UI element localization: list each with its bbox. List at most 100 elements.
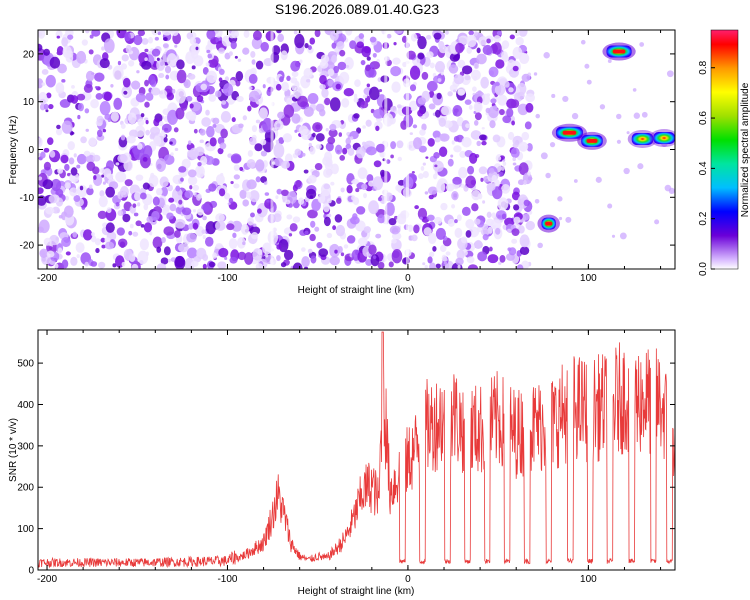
spectrogram-noise-blob bbox=[432, 173, 438, 180]
spectrogram-noise-blob bbox=[425, 34, 432, 40]
spectrogram-noise-blob bbox=[509, 34, 515, 40]
spectrogram-noise-blob bbox=[161, 30, 172, 36]
spectrogram-noise-blob bbox=[49, 56, 61, 69]
spectrogram-noise-blob bbox=[334, 144, 343, 155]
spectrogram-noise-blob bbox=[71, 85, 75, 89]
spectrogram-noise-blob bbox=[165, 74, 170, 80]
spectrogram-noise-blob bbox=[69, 172, 80, 183]
spectrogram-noise-blob bbox=[242, 241, 246, 246]
spectrogram-noise-blob bbox=[112, 263, 117, 268]
spectrogram-noise-blob bbox=[429, 251, 435, 258]
spectrogram-noise-blob bbox=[202, 67, 209, 75]
spectrogram-noise-blob bbox=[43, 103, 49, 110]
spectrogram-noise-blob bbox=[535, 113, 540, 119]
spectrogram-noise-blob bbox=[393, 41, 397, 46]
spectrogram-noise-blob bbox=[565, 216, 572, 223]
spectrogram-noise-blob bbox=[266, 199, 270, 203]
spectrogram-noise-blob bbox=[144, 79, 149, 87]
spectrogram-noise-blob bbox=[639, 42, 645, 47]
spectrogram-noise-blob bbox=[205, 109, 210, 116]
spectrogram-noise-blob bbox=[205, 62, 210, 67]
spectrogram-noise-blob bbox=[133, 212, 139, 217]
spectrogram-noise-blob bbox=[117, 209, 124, 216]
spectrogram-noise-blob bbox=[315, 144, 322, 150]
spectrogram-noise-blob bbox=[341, 97, 350, 108]
spectrogram-noise-blob bbox=[471, 189, 481, 201]
colorbar bbox=[710, 29, 739, 270]
spectrogram-noise-blob bbox=[176, 59, 185, 70]
spectrogram-noise-blob bbox=[414, 205, 419, 210]
spectrogram-noise-blob bbox=[202, 215, 207, 221]
snr-axes: -200 -100 0 100 0 100 200 300 400 500 bbox=[17, 330, 675, 585]
spectrogram-noise-blob bbox=[194, 165, 205, 178]
spectrogram-noise-blob bbox=[249, 226, 261, 236]
spectrogram-noise-blob bbox=[368, 200, 379, 215]
spectrogram-noise-blob bbox=[136, 70, 140, 74]
spectrogram-noise-blob bbox=[339, 49, 346, 57]
spectrogram-noise-blob bbox=[641, 111, 648, 118]
spectrogram-noise-blob bbox=[312, 122, 323, 133]
spectrogram-noise-blob bbox=[240, 223, 250, 235]
spectrogram-noise-blob bbox=[346, 185, 353, 194]
spectrogram-noise-blob bbox=[251, 59, 256, 65]
spectrogram-noise-blob bbox=[440, 244, 447, 253]
spectrogram-noise-blob bbox=[409, 65, 421, 80]
spectrogram-noise-blob bbox=[390, 154, 394, 159]
spectrogram-noise-blob bbox=[276, 254, 281, 262]
spectrogram-noise-blob bbox=[73, 153, 77, 158]
spectrogram-noise-blob bbox=[228, 51, 233, 56]
spectrogram-noise-blob bbox=[153, 118, 160, 127]
spectrogram-noise-blob bbox=[166, 53, 177, 67]
spectrogram-noise-blob bbox=[61, 37, 69, 47]
spectrogram-noise-blob bbox=[510, 147, 520, 159]
spectrogram-noise-blob bbox=[477, 251, 488, 262]
spectrogram-noise-blob bbox=[86, 187, 94, 196]
spectrogram-noise-blob bbox=[113, 97, 123, 110]
spectrogram-noise-blob bbox=[91, 232, 95, 237]
spectrogram-noise-blob bbox=[356, 41, 365, 49]
spectrogram-noise-blob bbox=[155, 187, 163, 196]
spectrogram-noise-blob bbox=[93, 175, 97, 180]
spectrogram-noise-blob bbox=[183, 79, 191, 89]
spectrogram-noise-blob bbox=[212, 252, 217, 259]
spectrogram-noise-blob bbox=[196, 208, 204, 216]
spectrogram-noise-blob bbox=[144, 57, 148, 62]
spectrogram-noise-blob bbox=[353, 93, 358, 99]
spectrogram-noise-blob bbox=[137, 30, 146, 37]
spectrogram-noise-blob bbox=[329, 256, 340, 266]
spectrogram-noise-blob bbox=[70, 256, 78, 266]
spectrogram-noise-blob bbox=[517, 179, 525, 186]
spectrogram-noise-blob bbox=[510, 99, 520, 109]
spectrogram-noise-blob bbox=[72, 187, 77, 193]
spectrogram-noise-blob bbox=[452, 89, 457, 93]
spectrogram-noise-blob bbox=[252, 30, 262, 41]
spectrogram-noise-blob bbox=[81, 206, 86, 210]
spectrogram-noise-blob bbox=[149, 231, 153, 236]
spectrogram-noise-blob bbox=[218, 68, 225, 76]
spectrogram-noise-blob bbox=[335, 83, 341, 90]
spectrogram-noise-blob bbox=[481, 93, 491, 106]
spectrogram-noise-blob bbox=[480, 177, 484, 182]
spectrogram-noise-blob bbox=[492, 134, 501, 143]
spectrogram-noise-blob bbox=[110, 111, 119, 122]
spectrogram-x-tick-label: 0 bbox=[405, 273, 411, 284]
spectrogram-noise-blob bbox=[230, 30, 240, 39]
snr-y-tick-label: 200 bbox=[17, 483, 34, 494]
spectrogram-noise-blob bbox=[325, 142, 334, 152]
spectrogram-noise-blob bbox=[119, 153, 127, 162]
spectrogram-noise-blob bbox=[372, 52, 377, 58]
spectrogram-noise-blob bbox=[451, 191, 459, 201]
spectrogram-noise-blob bbox=[369, 36, 377, 43]
spectrogram-noise-blob bbox=[497, 197, 509, 211]
spectrogram-noise-blob bbox=[142, 157, 148, 162]
spectrogram-noise-blob bbox=[224, 256, 228, 261]
spectrogram-noise-blob bbox=[637, 163, 644, 170]
spectrogram-noise-blob bbox=[255, 159, 265, 172]
snr-y-tick-label: 300 bbox=[17, 441, 34, 452]
spectrogram-noise-blob bbox=[345, 137, 352, 145]
spectrogram-noise-blob bbox=[90, 235, 97, 243]
spectrogram-noise-blob bbox=[127, 112, 137, 125]
spectrogram-noise-blob bbox=[507, 131, 515, 140]
spectrogram-noise-blob bbox=[349, 40, 357, 50]
spectrogram-noise-blob bbox=[96, 129, 103, 138]
